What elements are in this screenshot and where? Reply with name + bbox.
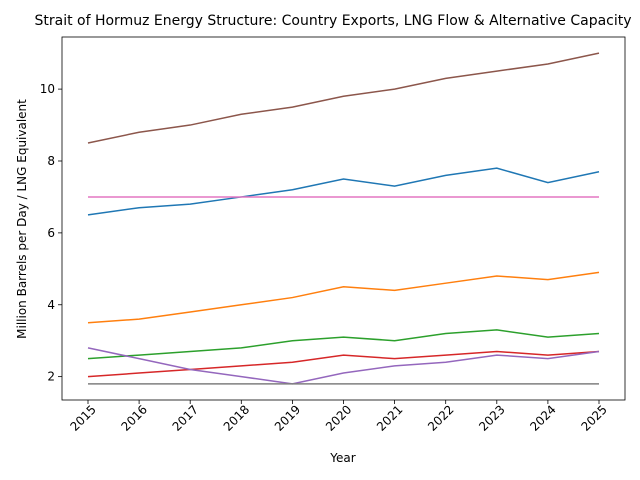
x-tick-label: 2018 — [221, 402, 252, 433]
chart-title: Strait of Hormuz Energy Structure: Count… — [34, 13, 631, 29]
y-tick-label: 4 — [47, 298, 55, 312]
x-axis: 2015 2016 2017 2018 2019 2020 2021 2022 2023 2024… — [67, 400, 610, 434]
series-line-2 — [87, 271, 600, 324]
x-tick-label: 2017 — [170, 402, 201, 433]
y-axis-label: Million Barrels per Day / LNG Equivalent — [15, 99, 29, 339]
y-tick-label: 2 — [47, 370, 55, 384]
x-tick-label: 2025 — [578, 402, 609, 433]
y-tick-label: 10 — [40, 82, 55, 96]
x-tick-label: 2024 — [527, 402, 558, 433]
series-line-4 — [87, 350, 600, 378]
series-line-1 — [87, 167, 600, 216]
x-tick-label: 2020 — [323, 402, 354, 433]
x-tick-label: 2019 — [272, 402, 303, 433]
x-axis-label: Year — [329, 451, 355, 465]
x-tick-label: 2015 — [67, 402, 98, 433]
y-tick-label: 8 — [47, 154, 55, 168]
x-tick-label: 2021 — [374, 402, 405, 433]
x-tick-label: 2022 — [425, 402, 456, 433]
series-line-3 — [87, 329, 600, 360]
series-line-5 — [87, 347, 600, 385]
y-axis: 2 4 6 8 10 — [40, 82, 62, 384]
x-tick-label: 2023 — [476, 402, 507, 433]
plot-frame — [61, 36, 626, 401]
x-tick-label: 2016 — [119, 402, 150, 433]
y-tick-label: 6 — [47, 226, 55, 240]
plot-area — [87, 52, 600, 385]
series-line-6 — [87, 52, 600, 144]
